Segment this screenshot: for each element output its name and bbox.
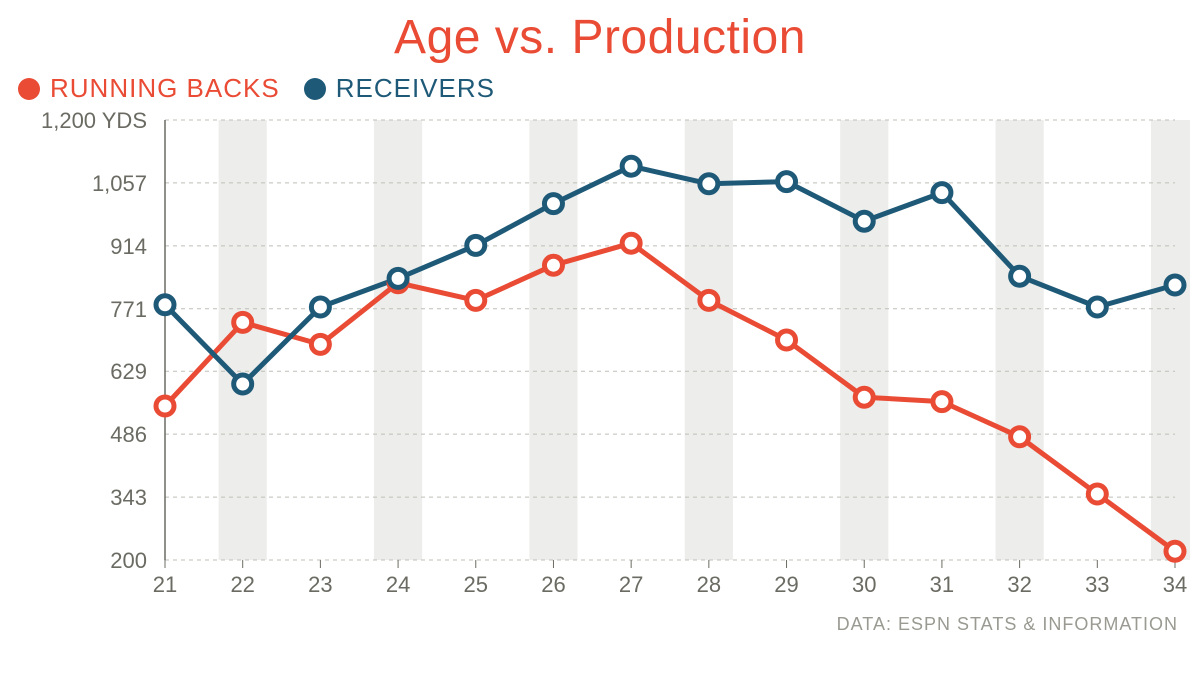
legend-label-receivers: RECEIVERS: [336, 73, 495, 104]
svg-text:22: 22: [230, 572, 254, 597]
svg-text:26: 26: [541, 572, 565, 597]
svg-text:33: 33: [1085, 572, 1109, 597]
svg-text:200: 200: [110, 548, 147, 573]
svg-text:34: 34: [1163, 572, 1187, 597]
svg-text:28: 28: [697, 572, 721, 597]
svg-text:629: 629: [110, 359, 147, 384]
svg-text:486: 486: [110, 422, 147, 447]
svg-text:25: 25: [464, 572, 488, 597]
svg-text:1,057: 1,057: [92, 171, 147, 196]
legend-dot-running-backs: [18, 78, 40, 100]
svg-text:29: 29: [774, 572, 798, 597]
legend-label-running-backs: RUNNING BACKS: [50, 73, 280, 104]
svg-text:27: 27: [619, 572, 643, 597]
svg-text:1,200 YDS: 1,200 YDS: [41, 110, 147, 133]
legend: RUNNING BACKS RECEIVERS: [18, 73, 1200, 104]
chart-title: Age vs. Production: [0, 10, 1200, 65]
data-source-footer: DATA: ESPN STATS & INFORMATION: [0, 614, 1178, 635]
svg-text:771: 771: [110, 297, 147, 322]
svg-text:343: 343: [110, 485, 147, 510]
line-chart-svg: 200 343 486 629 771 914 1,057 1,200 YDS 21 22 23 24…: [10, 110, 1190, 610]
chart-area: 200 343 486 629 771 914 1,057 1,200 YDS 21 22 23 24…: [10, 110, 1190, 610]
svg-text:24: 24: [386, 572, 410, 597]
svg-text:31: 31: [930, 572, 954, 597]
svg-text:32: 32: [1007, 572, 1031, 597]
svg-text:914: 914: [110, 234, 147, 259]
svg-text:30: 30: [852, 572, 876, 597]
legend-dot-receivers: [304, 78, 326, 100]
svg-text:23: 23: [308, 572, 332, 597]
svg-text:21: 21: [153, 572, 177, 597]
